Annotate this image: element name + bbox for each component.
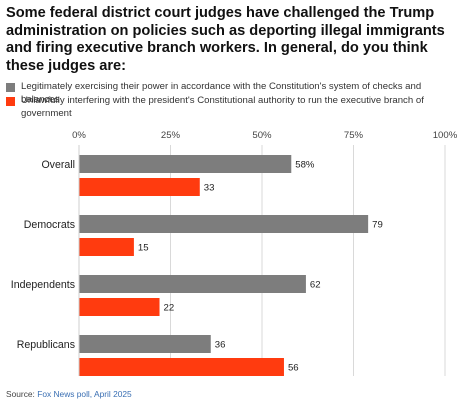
source-link[interactable]: Fox News poll, April 2025 xyxy=(37,389,132,399)
data-label: 56 xyxy=(288,363,299,374)
legend-swatch-legitimate xyxy=(6,83,15,92)
x-tick-label: 25% xyxy=(161,130,181,141)
source-label: Source: xyxy=(6,389,35,399)
bar-legit-overall[interactable] xyxy=(79,155,292,173)
bar-chart: 0% 25% 50% 75% 100% Overall 58% 33 Democrats 79 15… xyxy=(11,130,458,376)
x-tick-label: 75% xyxy=(344,130,364,141)
bar-legit-independents[interactable] xyxy=(79,275,306,293)
bar-unlawful-independents[interactable] xyxy=(79,298,160,316)
source-note: Source: Fox News poll, April 2025 xyxy=(6,389,132,399)
category-label: Independents xyxy=(11,279,75,291)
data-label: 33 xyxy=(204,183,215,194)
bar-legit-republicans[interactable] xyxy=(79,335,211,353)
data-label: 22 xyxy=(164,303,175,314)
data-label: 15 xyxy=(138,243,149,254)
bar-unlawful-republicans[interactable] xyxy=(79,358,284,376)
data-label: 62 xyxy=(310,280,321,291)
legend-item-unlawful: Unlawfully interfering with the presiden… xyxy=(6,95,454,120)
legend-item-legitimate: Legitimately exercising their power in a… xyxy=(6,81,454,106)
bar-unlawful-overall[interactable] xyxy=(79,178,200,196)
bar-unlawful-democrats[interactable] xyxy=(79,238,134,256)
x-tick-label: 100% xyxy=(433,130,458,141)
x-tick-label: 50% xyxy=(252,130,272,141)
category-label: Republicans xyxy=(17,339,75,351)
data-label: 79 xyxy=(372,220,383,231)
legend-label-unlawful: Unlawfully interfering with the presiden… xyxy=(21,95,424,119)
legend-swatch-unlawful xyxy=(6,97,15,106)
chart-title: Some federal district court judges have … xyxy=(6,5,445,74)
data-label: 36 xyxy=(215,340,226,351)
x-tick-label: 0% xyxy=(72,130,86,141)
legend-label-legitimate: Legitimately exercising their power in a… xyxy=(21,81,422,105)
data-label: 58% xyxy=(295,160,315,171)
bar-legit-democrats[interactable] xyxy=(79,215,369,233)
category-label: Democrats xyxy=(24,219,75,231)
category-label: Overall xyxy=(41,159,75,171)
